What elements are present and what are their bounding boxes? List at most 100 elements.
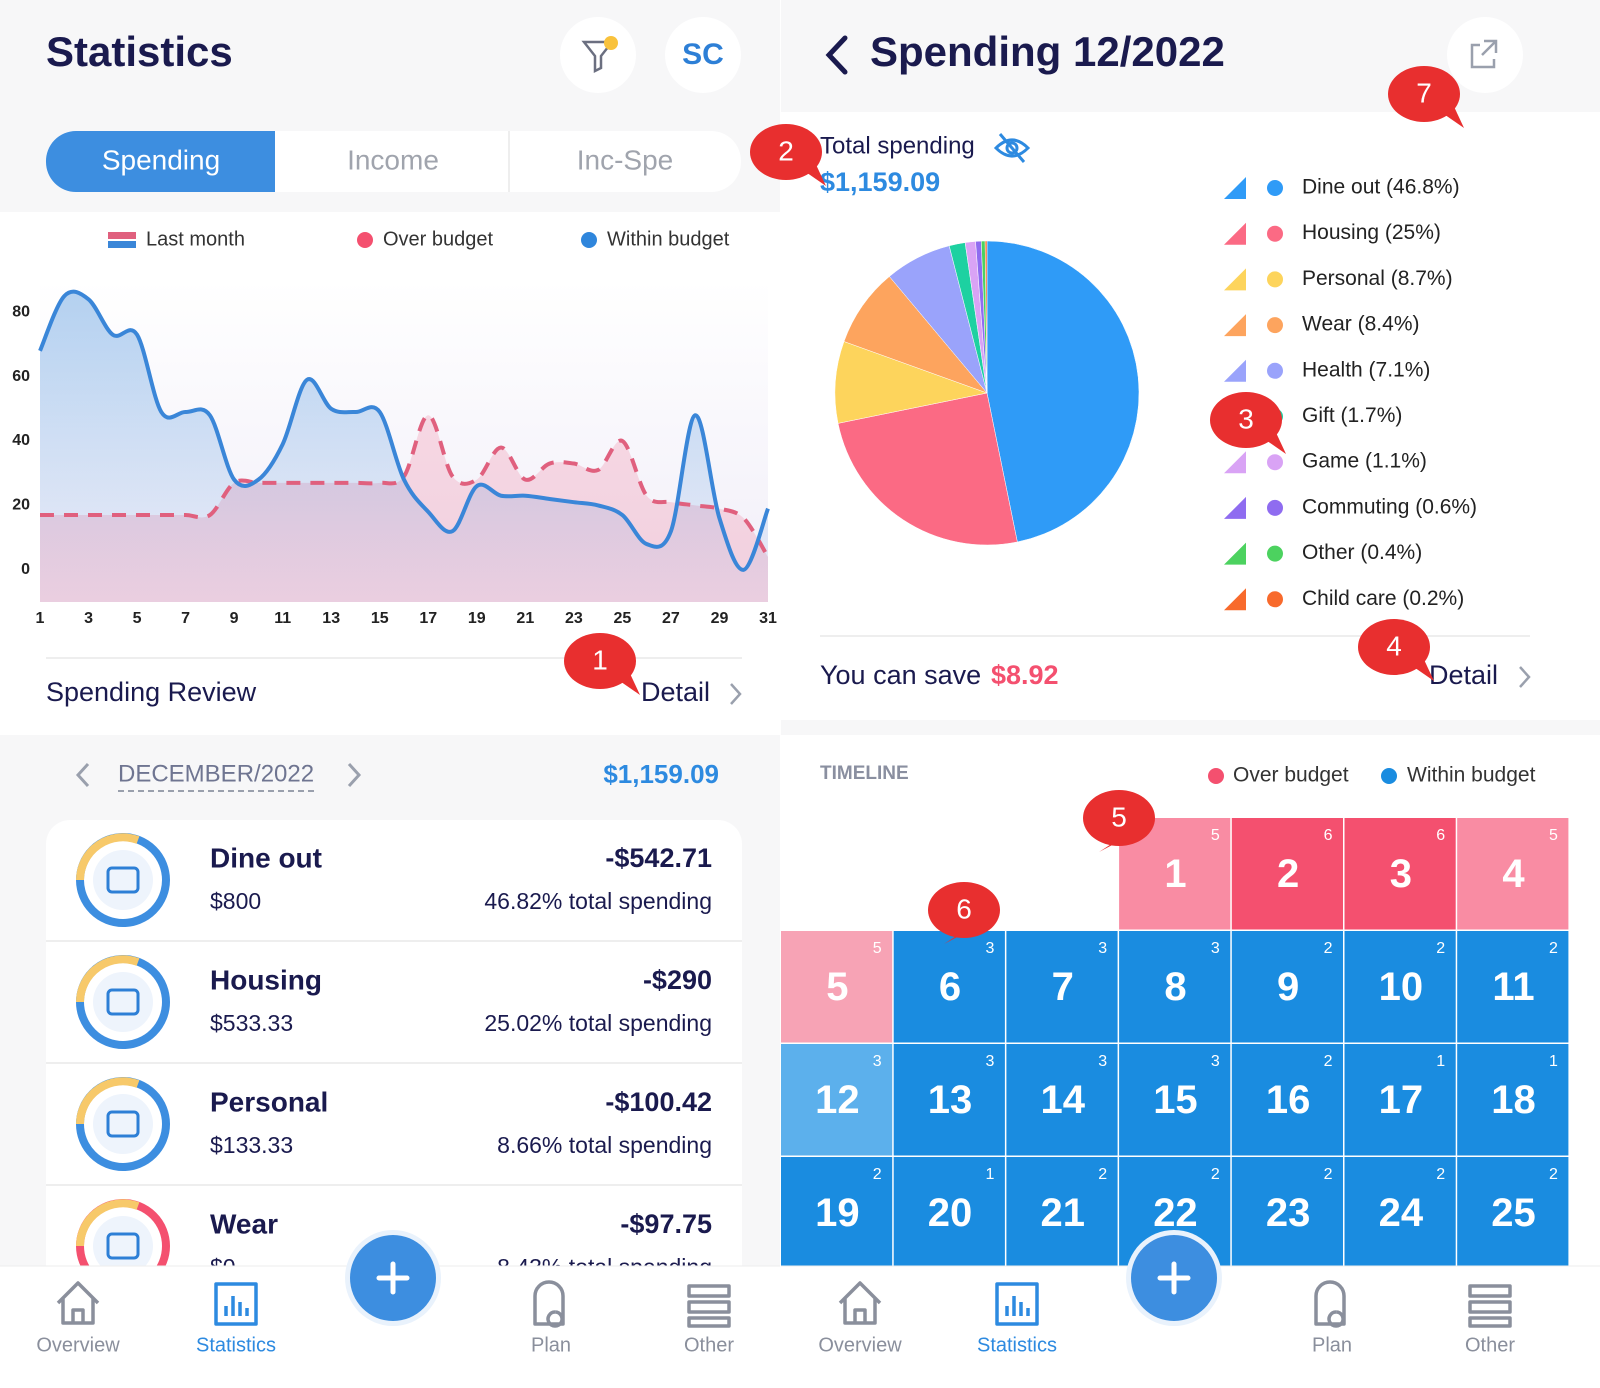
day-cell[interactable] (1231, 931, 1343, 1043)
ring-arc (76, 833, 140, 881)
nav-icon[interactable] (56, 1281, 100, 1325)
day-cell[interactable] (1344, 1044, 1456, 1156)
day-cell[interactable] (1119, 1044, 1231, 1156)
calendar: 1526364555637383921021121231331431531621… (781, 818, 1569, 1269)
nav-icon[interactable] (533, 1280, 565, 1328)
legend-label: Game (1.1%) (1302, 450, 1427, 473)
category-budget: $800 (210, 888, 261, 914)
day-cell[interactable] (1006, 931, 1118, 1043)
legend-label: Last month (146, 228, 245, 250)
tab[interactable]: Inc-Spe (577, 144, 674, 175)
day-cell[interactable] (1344, 818, 1456, 930)
callout-number: 5 (1111, 801, 1127, 832)
tab-active[interactable] (45, 131, 275, 192)
prev-month[interactable] (75, 762, 90, 788)
day-cell[interactable] (893, 931, 1005, 1043)
nav-label[interactable]: Statistics (196, 1334, 276, 1356)
y-tick-label: 60 (12, 368, 30, 385)
legend-swatch (1224, 359, 1246, 382)
hide-icon[interactable] (993, 133, 1031, 163)
category-icon (93, 1094, 153, 1154)
legend-dot (1381, 768, 1397, 784)
day-cell[interactable] (781, 931, 893, 1043)
x-tick-label: 25 (614, 610, 632, 627)
share-button[interactable] (1447, 17, 1523, 93)
filter-button[interactable] (560, 17, 636, 93)
legend-swatch (1224, 588, 1246, 611)
nav-icon[interactable] (214, 1282, 258, 1326)
detail-link[interactable]: Detail (1429, 660, 1498, 690)
section-title: Spending Review (46, 677, 257, 707)
save-amount: $8.92 (991, 660, 1059, 690)
nav-label[interactable]: Overview (818, 1334, 902, 1356)
avatar-button[interactable] (665, 17, 741, 93)
day-number: 14 (1041, 1078, 1086, 1122)
day-count: 6 (1324, 827, 1333, 844)
legend-label: Within budget (1407, 764, 1536, 787)
chevron (1519, 666, 1531, 688)
pie-slice (837, 392, 1018, 546)
day-cell[interactable] (1006, 1044, 1118, 1156)
nav-label[interactable]: Statistics (977, 1334, 1057, 1356)
next-month[interactable] (347, 762, 362, 788)
day-cell[interactable] (1457, 818, 1569, 930)
legend-label: Other (0.4%) (1302, 541, 1422, 564)
ring-arc (76, 1199, 140, 1247)
back-button[interactable] (825, 35, 848, 75)
day-cell[interactable] (1231, 1044, 1343, 1156)
detail-link[interactable]: Detail (641, 677, 710, 707)
day-cell[interactable] (1231, 818, 1343, 930)
legend-swatch (1224, 542, 1246, 565)
day-cell[interactable] (781, 1044, 893, 1156)
day-cell[interactable] (781, 1157, 893, 1269)
day-cell[interactable] (1457, 931, 1569, 1043)
category-glyph (106, 1110, 140, 1138)
day-count: 2 (1549, 1166, 1558, 1183)
category-icon (1267, 362, 1283, 379)
month-label[interactable]: DECEMBER/2022 (118, 760, 314, 787)
category-name: Dine out (210, 842, 322, 873)
x-tick-label: 1 (36, 610, 45, 627)
nav-label[interactable]: Plan (531, 1334, 571, 1356)
tab[interactable]: Income (347, 144, 439, 175)
nav-label[interactable]: Other (684, 1334, 734, 1356)
legend-swatch (1224, 451, 1246, 474)
nav-label[interactable]: Other (1465, 1334, 1515, 1356)
category-amount: -$97.75 (620, 1209, 712, 1239)
day-cell[interactable] (1344, 1157, 1456, 1269)
nav-icon[interactable] (995, 1282, 1039, 1326)
nav-icon[interactable] (1314, 1280, 1346, 1328)
save-label: You can save (820, 660, 981, 690)
nav-label[interactable]: Overview (36, 1334, 120, 1356)
day-cell[interactable] (1119, 931, 1231, 1043)
day-cell[interactable] (1457, 1157, 1569, 1269)
day-count: 2 (1211, 1166, 1220, 1183)
nav-icon[interactable] (838, 1281, 882, 1325)
day-number: 9 (1277, 965, 1299, 1009)
x-tick-label: 19 (468, 610, 486, 627)
tab[interactable]: Spending (102, 144, 220, 175)
day-number: 1 (1164, 852, 1186, 896)
day-cell[interactable] (893, 1044, 1005, 1156)
day-number: 5 (826, 965, 848, 1009)
nav-label[interactable]: Plan (1312, 1334, 1352, 1356)
day-cell[interactable] (893, 1157, 1005, 1269)
category-icon (1267, 180, 1283, 196)
category-glyph (106, 866, 140, 894)
day-number: 21 (1041, 1191, 1086, 1235)
day-cell[interactable] (1457, 1044, 1569, 1156)
nav-icon[interactable] (1468, 1284, 1512, 1328)
nav-icon[interactable] (687, 1284, 731, 1328)
legend-swatch (108, 232, 136, 239)
category-icon (93, 972, 153, 1032)
day-count: 3 (873, 1053, 882, 1070)
day-cell[interactable] (1231, 1157, 1343, 1269)
callout (1210, 392, 1282, 448)
day-cell[interactable] (1006, 1157, 1118, 1269)
category-budget: $133.33 (210, 1132, 293, 1158)
legend-dot (1208, 768, 1224, 784)
day-cell[interactable] (1344, 931, 1456, 1043)
